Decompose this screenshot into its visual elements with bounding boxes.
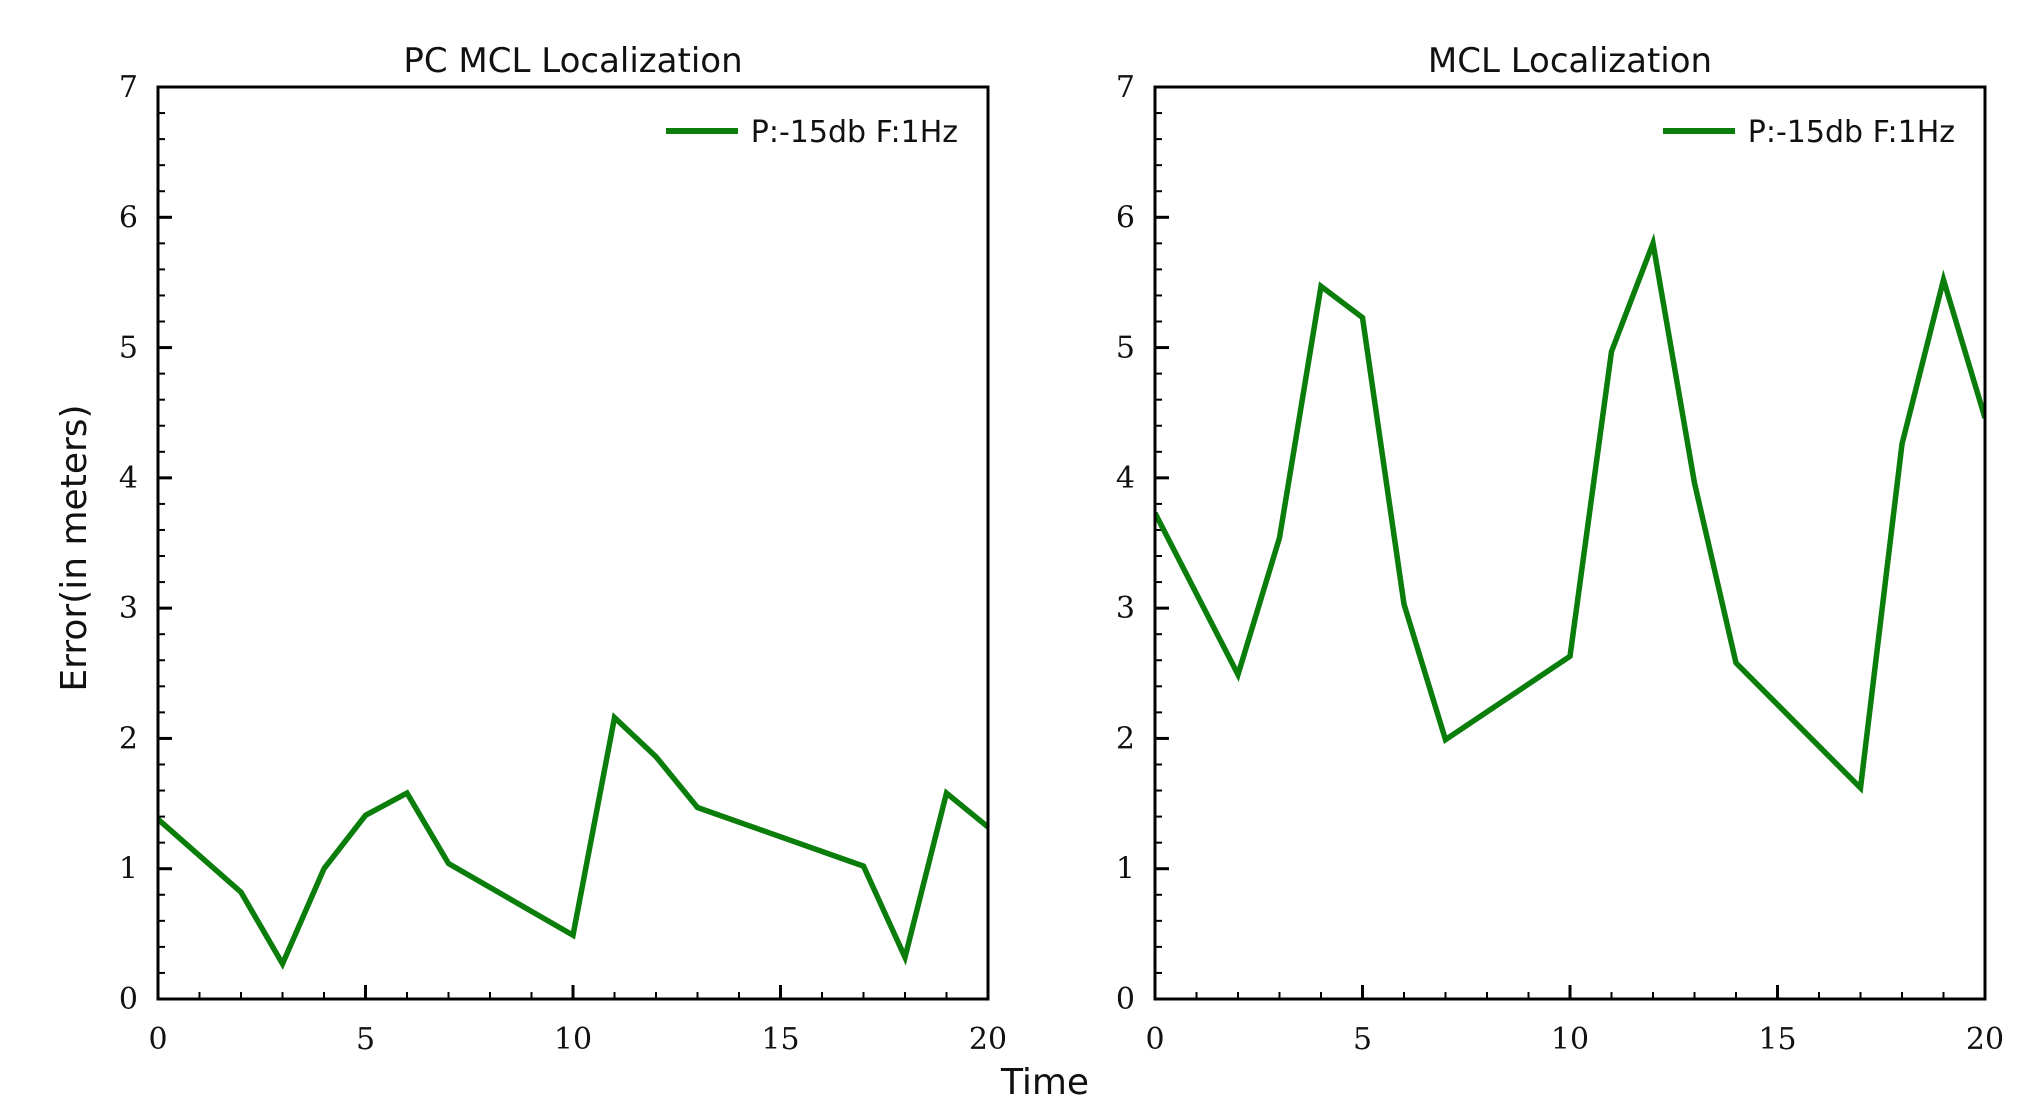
chart-panel-pc-mcl: PC MCL Localization 0 1 2 3 4 5 6 7 0 5 10 15 20 P:-15… bbox=[119, 41, 1007, 1057]
chart-title: PC MCL Localization bbox=[403, 41, 742, 81]
x-tick-label: 5 bbox=[356, 1022, 375, 1057]
x-tick-label: 0 bbox=[148, 1022, 167, 1057]
chart-title: MCL Localization bbox=[1428, 41, 1712, 81]
plot-area-frame bbox=[156, 85, 990, 1001]
y-tick-label: 0 bbox=[1116, 982, 1135, 1017]
series-line bbox=[158, 712, 988, 970]
x-tick-label: 10 bbox=[554, 1022, 592, 1057]
y-axis-label: Error(in meters) bbox=[54, 404, 95, 691]
y-tick-label: 3 bbox=[1116, 591, 1135, 626]
y-tick-label: 7 bbox=[1116, 70, 1135, 105]
y-tick-label: 6 bbox=[1116, 200, 1135, 235]
y-tick-label: 0 bbox=[119, 982, 138, 1017]
x-tick-label: 0 bbox=[1145, 1022, 1164, 1057]
y-tick-label: 5 bbox=[119, 331, 138, 366]
series-line bbox=[1155, 232, 1985, 794]
plot-area-frame bbox=[1153, 85, 1987, 1001]
y-tick-label: 4 bbox=[119, 461, 138, 496]
x-tick-label: 15 bbox=[1758, 1022, 1796, 1057]
y-tick-label: 7 bbox=[119, 70, 138, 105]
chart-panel-mcl: MCL Localization 0 1 2 3 4 5 6 7 0 5 10 15 20 P:-15db … bbox=[1116, 41, 2004, 1057]
legend-label: P:-15db F:1Hz bbox=[1748, 115, 1955, 150]
y-tick-label: 1 bbox=[1116, 852, 1135, 887]
x-tick-label: 15 bbox=[761, 1022, 799, 1057]
x-tick-label: 20 bbox=[1966, 1022, 2004, 1057]
y-tick-label: 5 bbox=[1116, 331, 1135, 366]
y-tick-label: 6 bbox=[119, 200, 138, 235]
x-axis-label: Time bbox=[1000, 1062, 1089, 1103]
x-tick-label: 20 bbox=[969, 1022, 1007, 1057]
legend-label: P:-15db F:1Hz bbox=[751, 115, 958, 150]
y-tick-label: 3 bbox=[119, 591, 138, 626]
x-tick-label: 10 bbox=[1551, 1022, 1589, 1057]
y-tick-label: 1 bbox=[119, 852, 138, 887]
x-tick-label: 5 bbox=[1353, 1022, 1372, 1057]
y-tick-label: 4 bbox=[1116, 461, 1135, 496]
y-tick-label: 2 bbox=[119, 721, 138, 756]
y-tick-label: 2 bbox=[1116, 721, 1135, 756]
